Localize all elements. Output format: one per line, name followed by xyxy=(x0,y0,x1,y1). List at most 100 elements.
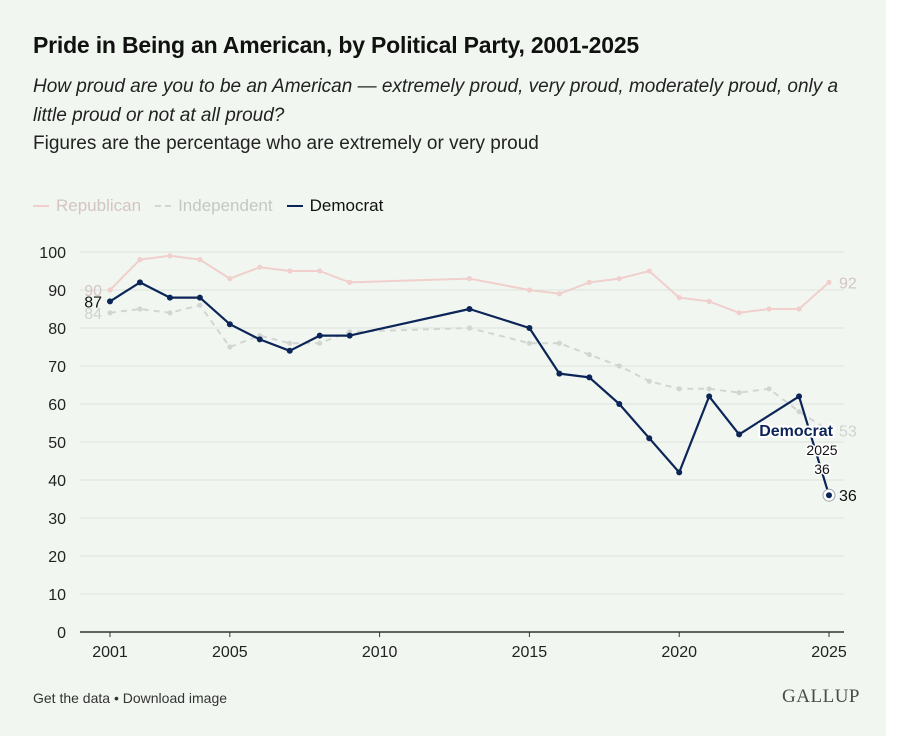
data-point-independent-2022 xyxy=(736,390,742,396)
data-point-republican-2009 xyxy=(347,279,353,285)
data-point-independent-2016 xyxy=(556,340,562,346)
annotation-year: 2025 xyxy=(806,442,837,458)
legend: Republican Independent Democrat xyxy=(33,194,397,218)
legend-label-democrat: Democrat xyxy=(309,196,384,215)
data-point-democrat-2024 xyxy=(796,393,803,400)
line-chart: 0 10 20 30 40 50 60 70 80 90 100 2001 2005 2010 2015 20… xyxy=(39,245,857,661)
chart-question: How proud are you to be an American — ex… xyxy=(33,76,839,126)
data-point-democrat-2006 xyxy=(256,336,263,343)
data-point-independent-2021 xyxy=(706,386,712,392)
data-point-democrat-2008 xyxy=(316,332,323,339)
data-point-independent-2025 xyxy=(826,428,832,434)
data-point-republican-2003 xyxy=(167,253,173,259)
data-point-independent-2024 xyxy=(796,409,802,415)
annotation-value: 36 xyxy=(814,461,830,477)
y-tick-label-50: 50 xyxy=(48,435,66,452)
get-data-link[interactable]: Get the data xyxy=(33,690,111,706)
data-point-independent-2003 xyxy=(167,310,173,316)
data-point-republican-2017 xyxy=(586,279,592,285)
x-tick-label-2020: 2020 xyxy=(661,644,697,661)
series-democrat xyxy=(107,279,836,502)
y-tick-label-10: 10 xyxy=(48,587,66,604)
data-point-independent-2008 xyxy=(317,340,323,346)
data-point-independent-2013 xyxy=(466,325,473,331)
data-point-democrat-2016 xyxy=(556,370,563,377)
legend-swatch-republican xyxy=(33,205,49,207)
data-point-republican-2024 xyxy=(796,306,802,312)
data-point-democrat-2015 xyxy=(526,325,533,331)
end-value-label-republican: 92 xyxy=(839,275,857,292)
chart-note: Figures are the percentage who are extre… xyxy=(33,133,539,154)
start-value-label-independent: 84 xyxy=(84,306,102,323)
data-point-democrat-2009 xyxy=(346,332,353,339)
data-point-independent-2005 xyxy=(227,344,233,350)
y-tick-label-0: 0 xyxy=(57,625,66,642)
series-line-republican xyxy=(109,254,830,314)
download-image-link[interactable]: Download image xyxy=(122,690,228,706)
data-point-republican-2022 xyxy=(736,310,742,316)
data-point-independent-2023 xyxy=(766,386,772,392)
legend-label-republican: Republican xyxy=(56,196,142,215)
data-point-independent-2007 xyxy=(287,340,293,346)
x-tick-label-2001: 2001 xyxy=(92,644,128,661)
data-point-democrat-2003 xyxy=(166,294,173,301)
y-tick-label-80: 80 xyxy=(48,321,66,338)
start-value-label-democrat: 87 xyxy=(84,294,102,311)
data-point-republican-2018 xyxy=(616,276,622,282)
legend-item-democrat[interactable]: Democrat xyxy=(286,196,384,216)
data-point-republican-2015 xyxy=(526,287,533,293)
x-tick-label-2010: 2010 xyxy=(362,644,398,661)
start-value-label-republican: 90 xyxy=(84,283,102,300)
gallup-logo: GALLUP xyxy=(782,686,860,707)
data-point-republican-2019 xyxy=(646,268,652,274)
data-point-republican-2008 xyxy=(317,268,323,274)
end-value-label-democrat: 36 xyxy=(839,488,857,505)
data-point-independent-2015 xyxy=(526,340,533,346)
annotation-series-label: Democrat xyxy=(759,423,833,440)
data-point-independent-2019 xyxy=(646,378,652,384)
legend-item-republican[interactable]: Republican xyxy=(33,196,141,216)
data-point-democrat-2021 xyxy=(706,393,713,400)
data-point-democrat-2002 xyxy=(136,279,143,286)
legend-swatch-democrat xyxy=(286,205,303,207)
legend-swatch-independent xyxy=(155,205,172,207)
page-bottom-strip xyxy=(0,736,900,752)
data-point-republican-2013 xyxy=(466,276,473,282)
data-point-republican-2020 xyxy=(676,295,682,301)
y-tick-label-20: 20 xyxy=(48,549,66,566)
data-point-democrat-2005 xyxy=(226,321,233,328)
y-tick-label-100: 100 xyxy=(39,245,66,262)
footer-separator: • xyxy=(113,690,119,706)
data-point-independent-2017 xyxy=(586,352,592,358)
y-tick-label-60: 60 xyxy=(48,397,66,414)
data-point-democrat-2001 xyxy=(107,298,113,305)
data-point-republican-2002 xyxy=(137,257,143,263)
data-point-republican-2007 xyxy=(287,268,293,274)
data-point-republican-2025 xyxy=(826,279,832,285)
data-point-democrat-2018 xyxy=(616,401,623,407)
x-tick-label-2005: 2005 xyxy=(212,644,248,661)
footer-links: Get the data • Download image xyxy=(33,690,227,706)
y-tick-label-70: 70 xyxy=(48,359,66,376)
x-tick-label-2015: 2015 xyxy=(512,644,548,661)
legend-label-independent: Independent xyxy=(178,196,273,215)
data-point-independent-2001 xyxy=(107,310,113,316)
data-point-independent-2004 xyxy=(197,302,203,308)
data-point-independent-2002 xyxy=(137,306,143,312)
data-point-democrat-2007 xyxy=(286,347,293,354)
chart-title: Pride in Being an American, by Political… xyxy=(33,32,640,58)
data-point-democrat-2017 xyxy=(586,374,593,381)
end-value-label-independent: 53 xyxy=(839,424,857,441)
data-point-republican-2021 xyxy=(706,298,712,304)
data-point-republican-2006 xyxy=(257,264,263,270)
y-tick-label-90: 90 xyxy=(48,283,66,300)
data-point-republican-2023 xyxy=(766,306,772,312)
data-point-democrat-2022 xyxy=(736,431,743,438)
y-tick-label-40: 40 xyxy=(48,473,66,490)
data-point-independent-2020 xyxy=(676,386,682,392)
data-point-republican-2004 xyxy=(197,257,203,263)
legend-item-independent[interactable]: Independent xyxy=(155,196,273,216)
series-line-democrat xyxy=(109,281,831,496)
data-point-democrat-2013 xyxy=(466,306,473,312)
data-point-republican-2005 xyxy=(227,276,233,282)
